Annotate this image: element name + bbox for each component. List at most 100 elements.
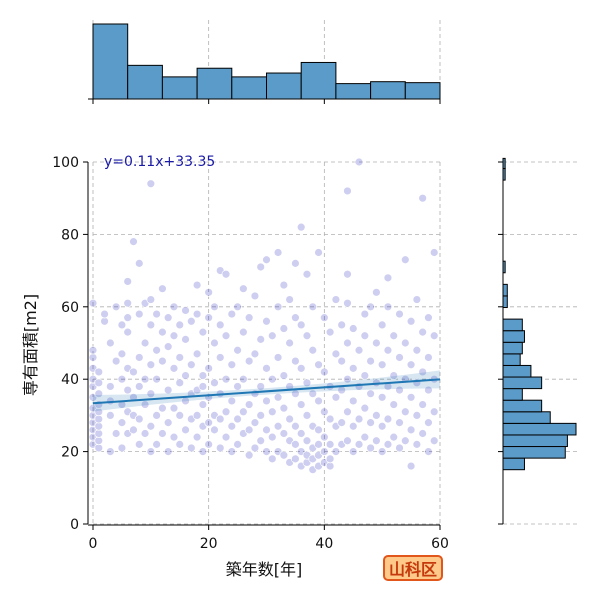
scatter-point xyxy=(412,295,422,304)
scatter-point xyxy=(348,396,358,406)
scatter-point xyxy=(273,248,283,257)
scatter-point xyxy=(302,436,312,446)
scatter-point xyxy=(88,345,98,355)
x-tick-label: 0 xyxy=(89,536,98,552)
scatter-point xyxy=(285,295,295,304)
scatter-point xyxy=(238,327,248,337)
scatter-point xyxy=(395,309,404,319)
scatter-point xyxy=(395,353,404,362)
y-tick-label: 0 xyxy=(70,517,79,533)
scatter-point xyxy=(181,334,190,344)
scatter-point xyxy=(366,356,376,366)
scatter-point xyxy=(186,316,196,326)
scatter-point xyxy=(152,345,162,355)
scatter-point xyxy=(129,367,138,377)
scatter-point xyxy=(366,443,376,453)
scatter-point xyxy=(291,421,300,431)
x-axis-title: 築年数[年] xyxy=(226,560,303,579)
scatter-point xyxy=(354,439,364,449)
scatter-point xyxy=(285,338,295,348)
scatter-point xyxy=(412,345,422,355)
scatter-point xyxy=(273,392,283,402)
scatter-point xyxy=(250,349,260,359)
scatter-point xyxy=(204,439,214,449)
scatter-point xyxy=(406,425,416,435)
scatter-point xyxy=(157,284,167,294)
scatter-point xyxy=(146,389,156,399)
scatter-point xyxy=(418,400,428,409)
scatter-point xyxy=(424,313,433,323)
scatter-point xyxy=(429,436,439,446)
scatter-point xyxy=(371,436,381,446)
scatter-point xyxy=(192,309,202,319)
scatter-point xyxy=(169,331,179,341)
scatter-point xyxy=(377,421,387,431)
scatter-point xyxy=(157,356,167,366)
scatter-point xyxy=(169,403,179,413)
scatter-point xyxy=(291,258,300,268)
scatter-point xyxy=(233,439,242,449)
y-histogram-bar xyxy=(502,434,568,448)
scatter-point xyxy=(360,432,370,442)
scatter-point xyxy=(412,410,422,420)
scatter-point xyxy=(181,306,190,315)
scatter-point xyxy=(348,447,358,457)
scatter-point xyxy=(169,432,179,442)
scatter-point xyxy=(94,407,104,417)
scatter-point xyxy=(400,407,410,417)
scatter-point xyxy=(204,418,214,428)
scatter-point xyxy=(262,447,271,457)
scatter-point xyxy=(279,429,289,438)
scatter-point xyxy=(157,327,167,337)
scatter-point xyxy=(406,360,416,370)
scatter-point xyxy=(412,439,422,449)
y-histogram-bar xyxy=(502,422,577,436)
scatter-point xyxy=(296,222,306,232)
scatter-point xyxy=(169,302,179,312)
scatter-point xyxy=(204,287,214,297)
scatter-point xyxy=(123,385,133,395)
scatter-point xyxy=(267,374,277,384)
scatter-point xyxy=(331,295,341,304)
scatter-point xyxy=(210,378,219,388)
x-histogram-bar xyxy=(335,83,372,100)
scatter-point xyxy=(100,309,109,319)
scatter-point xyxy=(111,429,121,438)
scatter-point xyxy=(238,374,248,384)
scatter-point xyxy=(250,291,260,301)
scatter-point xyxy=(267,432,277,442)
scatter-point xyxy=(221,331,231,341)
scatter-point xyxy=(221,432,231,442)
scatter-point xyxy=(123,313,133,323)
y-histogram-bar xyxy=(502,446,566,459)
scatter-point xyxy=(94,367,104,377)
y-histogram-bar xyxy=(502,399,543,413)
scatter-point xyxy=(198,327,208,337)
scatter-point xyxy=(123,298,133,308)
scatter-point xyxy=(383,302,393,312)
scatter-point xyxy=(302,331,312,341)
scatter-point xyxy=(273,302,283,312)
scatter-point xyxy=(302,378,312,388)
scatter-point xyxy=(337,320,347,330)
y-tick-label: 80 xyxy=(61,227,79,243)
scatter-point xyxy=(146,421,156,431)
scatter-point xyxy=(389,400,399,409)
scatter-point xyxy=(400,338,410,348)
y-tick-label: 40 xyxy=(61,372,79,388)
scatter-point xyxy=(244,450,254,460)
scatter-point xyxy=(175,353,185,362)
regression-line-path xyxy=(92,378,441,405)
x-tick-label: 20 xyxy=(200,536,218,552)
scatter-point xyxy=(308,389,318,399)
scatter-point xyxy=(429,248,439,257)
scatter-point xyxy=(94,378,104,388)
scatter-point xyxy=(418,367,428,377)
scatter-point xyxy=(256,410,266,420)
scatter-point xyxy=(152,374,162,384)
scatter-point xyxy=(371,287,381,297)
scatter-point xyxy=(267,331,277,341)
scatter-point xyxy=(296,429,306,438)
scatter-point xyxy=(146,447,156,457)
scatter-point xyxy=(146,360,156,370)
